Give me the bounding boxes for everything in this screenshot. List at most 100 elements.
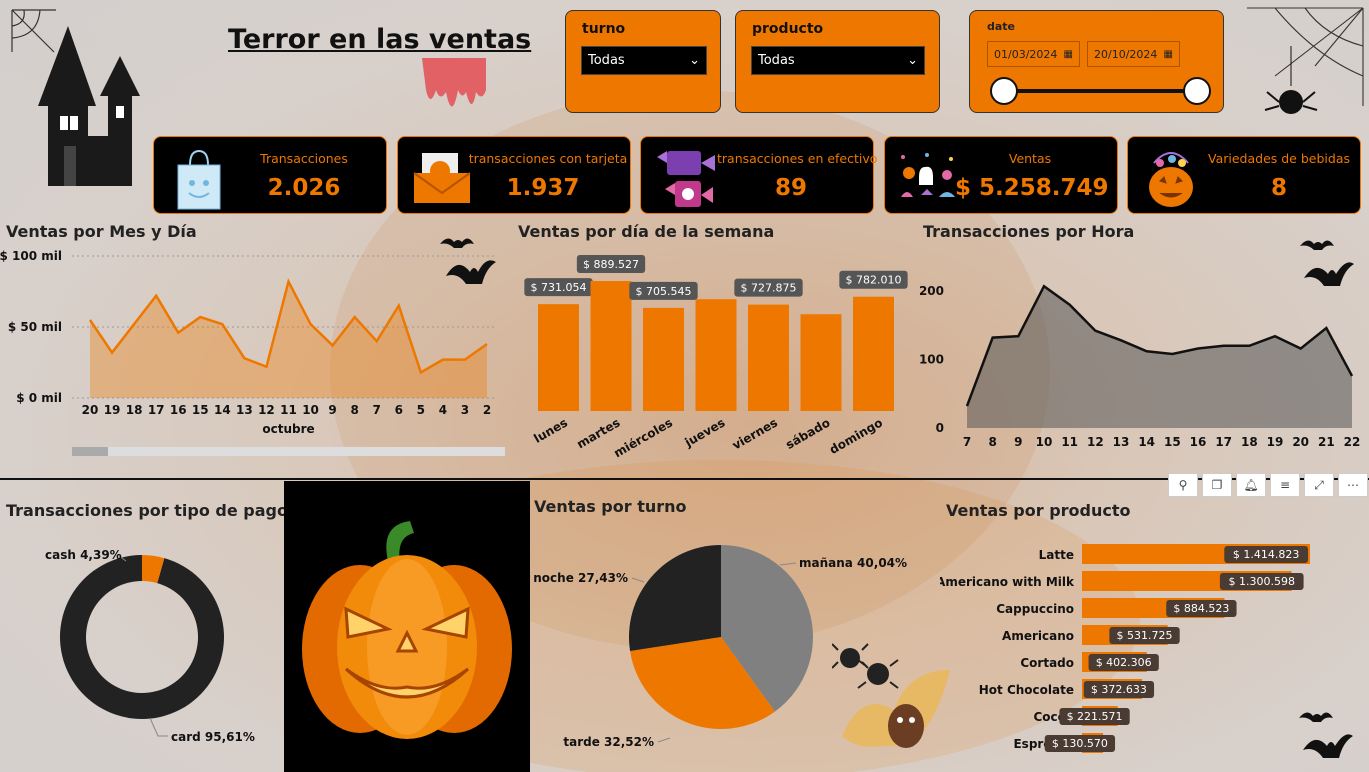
x-tick-label: 4 (439, 403, 447, 417)
y-tick-label: 100 (920, 353, 944, 367)
data-label-bg (839, 270, 908, 289)
turno-dropdown[interactable]: Todas ⌄ (581, 46, 707, 75)
x-tick-label: 21 (1318, 435, 1335, 449)
x-tick-label: 16 (170, 403, 187, 417)
bat-icon (440, 238, 496, 284)
x-tick-label: 5 (417, 403, 425, 417)
x-tick-label: 11 (1061, 435, 1078, 449)
x-tick-label: 11 (280, 403, 297, 417)
section-title-transacciones-tipo-pago: Transacciones por tipo de pago (6, 501, 288, 520)
x-tick-label: 9 (1014, 435, 1022, 449)
data-label: $ 130.570 (1052, 737, 1108, 750)
leader-line (657, 737, 671, 743)
producto-dropdown[interactable]: Todas ⌄ (751, 46, 925, 75)
x-tick-label: 8 (350, 403, 358, 417)
section-title-transacciones-hora: Transacciones por Hora (923, 222, 1135, 241)
kpi-card-transacciones: Transacciones 2.026 (153, 136, 387, 214)
kpi-label: Ventas (1008, 151, 1052, 166)
pie-label: tarde 32,52% (563, 735, 654, 749)
transacciones-hora-chart: 200 100 0 7 8 9 10 11 12 13 14 15 16 17 18 19 20 21 22 (920, 284, 1360, 449)
data-label: $ 1.300.598 (1229, 575, 1295, 588)
calendar-icon: ▦ (1063, 48, 1073, 60)
pin-icon[interactable]: ⚲ (1168, 473, 1198, 497)
haunted-house-icon (11, 9, 140, 186)
data-label-bg (734, 278, 803, 297)
filter-icon[interactable]: ≡ (1270, 473, 1300, 497)
leader-line (779, 562, 797, 566)
date-end-input[interactable]: 20/10/2024 ▦ (1087, 41, 1180, 67)
x-tick-label: 12 (258, 403, 275, 417)
x-tick-label: sábado (783, 415, 832, 452)
series-area (967, 286, 1352, 428)
x-tick-label: 16 (1190, 435, 1207, 449)
bar (853, 296, 894, 411)
pie-slice (629, 545, 721, 652)
date-slider-track (1003, 89, 1196, 93)
turno-dropdown-value: Todas (588, 53, 625, 68)
date-slider-end-handle[interactable] (1183, 77, 1211, 105)
x-axis-label: octubre (262, 422, 314, 436)
bar (695, 299, 737, 411)
x-tick-label: lunes (531, 415, 570, 445)
data-label: $ 889.527 (583, 258, 639, 271)
x-tick-label: 10 (1036, 435, 1053, 449)
x-tick-label: 15 (1164, 435, 1181, 449)
data-label-bg (1109, 627, 1180, 644)
section-title-ventas-producto: Ventas por producto (946, 501, 1131, 520)
x-tick-label: 3 (461, 403, 469, 417)
pie-slice (630, 637, 775, 729)
x-tick-label: 15 (192, 403, 209, 417)
date-start-input[interactable]: 01/03/2024 ▦ (987, 41, 1080, 67)
kpi-card-efectivo: transacciones en efectivo 89 (640, 136, 877, 214)
kpi-value: 1.937 (506, 175, 580, 201)
chart-scrollbar[interactable] (72, 447, 505, 456)
date-end-value: 20/10/2024 (1094, 47, 1158, 61)
ventas-mes-dia-chart: $ 100 mil $ 50 mil $ 0 mil 20 19 18 17 16 15 14 13… (0, 249, 495, 436)
blood-drip-icon (422, 58, 486, 107)
y-tick-label: $ 100 mil (0, 249, 62, 263)
bar (748, 304, 789, 411)
x-tick-label: 2 (483, 403, 491, 417)
x-tick-label: 13 (1113, 435, 1130, 449)
pumpkin-bucket-icon (1149, 152, 1193, 207)
kpi-value: 8 (1270, 175, 1287, 201)
y-tick-label: 0 (936, 421, 944, 435)
pie-slice (721, 545, 813, 712)
x-tick-label: 20 (1292, 435, 1309, 449)
bat-icon (1299, 712, 1353, 758)
data-label: $ 705.545 (636, 285, 692, 298)
data-label-bg (576, 255, 646, 273)
kpi-label: Transacciones (260, 151, 348, 166)
category-label: Americano with Milk (940, 575, 1075, 589)
data-label-bg (1088, 654, 1159, 671)
series-area (90, 281, 487, 398)
x-tick-label: 20 (82, 403, 99, 417)
bar (800, 314, 842, 411)
x-tick-label: jueves (682, 415, 728, 450)
date-slider-start-handle[interactable] (990, 77, 1018, 105)
focus-mode-icon[interactable]: ⤢ (1304, 473, 1334, 497)
data-label-bg (629, 281, 698, 300)
bell-icon[interactable]: 🔔︎ (1236, 473, 1266, 497)
date-start-value: 01/03/2024 (994, 47, 1058, 61)
kpi-value: $ 5.258.749 (955, 175, 1109, 201)
more-options-icon[interactable]: ⋯ (1338, 473, 1368, 497)
scrollbar-thumb[interactable] (72, 447, 108, 456)
x-tick-label: 14 (214, 403, 231, 417)
pie-slice (142, 555, 165, 584)
bar (643, 307, 684, 411)
category-label: Cappuccino (996, 602, 1074, 616)
x-tick-label: 12 (1087, 435, 1104, 449)
turno-slicer-label: turno (582, 21, 626, 37)
date-slicer: date 01/03/2024 ▦ 20/10/2024 ▦ (969, 10, 1224, 113)
copy-icon[interactable]: ❐ (1202, 473, 1232, 497)
ventas-producto-chart: Latte $ 1.414.823 Americano with Milk $ 1.3… (940, 544, 1310, 753)
section-title-ventas-dia-semana: Ventas por día de la semana (518, 222, 775, 241)
pie-label: noche 27,43% (534, 571, 628, 585)
producto-dropdown-value: Todas (758, 53, 795, 68)
category-label: Americano (1002, 629, 1074, 643)
data-label: $ 372.633 (1091, 683, 1147, 696)
x-tick-label: 9 (328, 403, 336, 417)
leader-line (631, 577, 645, 583)
